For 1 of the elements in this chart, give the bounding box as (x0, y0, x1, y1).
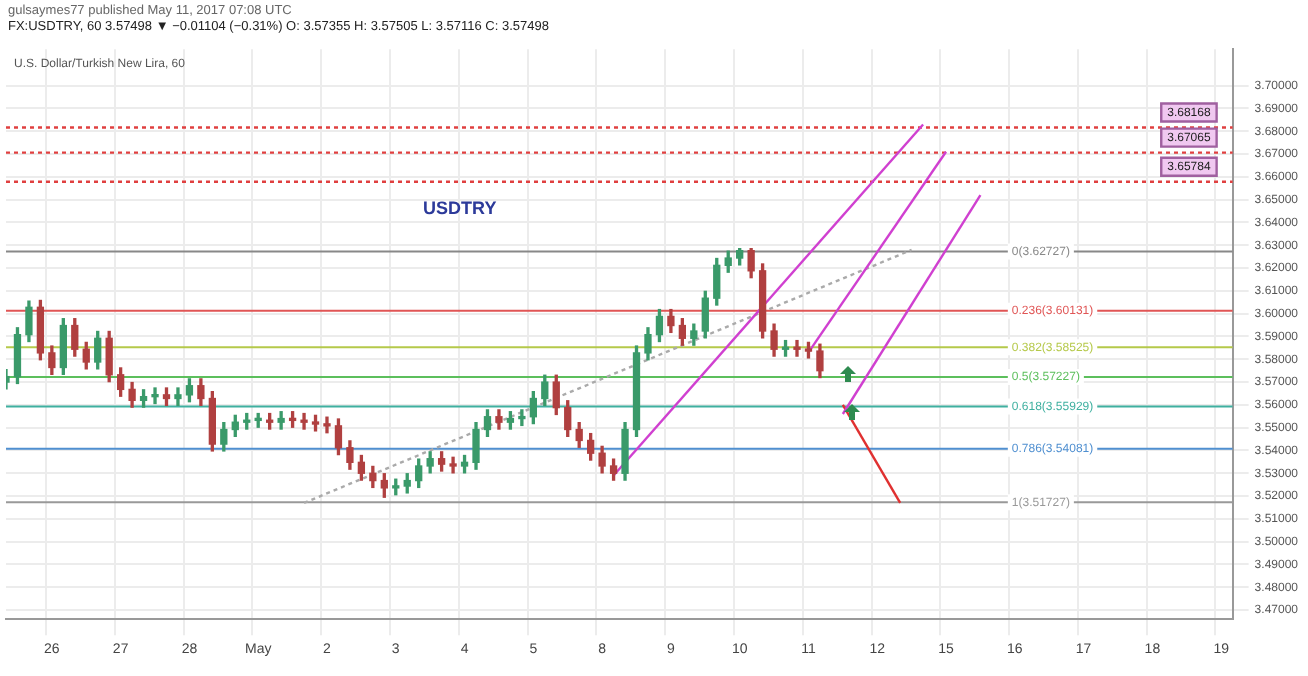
annotation: USDTRY (423, 198, 497, 219)
